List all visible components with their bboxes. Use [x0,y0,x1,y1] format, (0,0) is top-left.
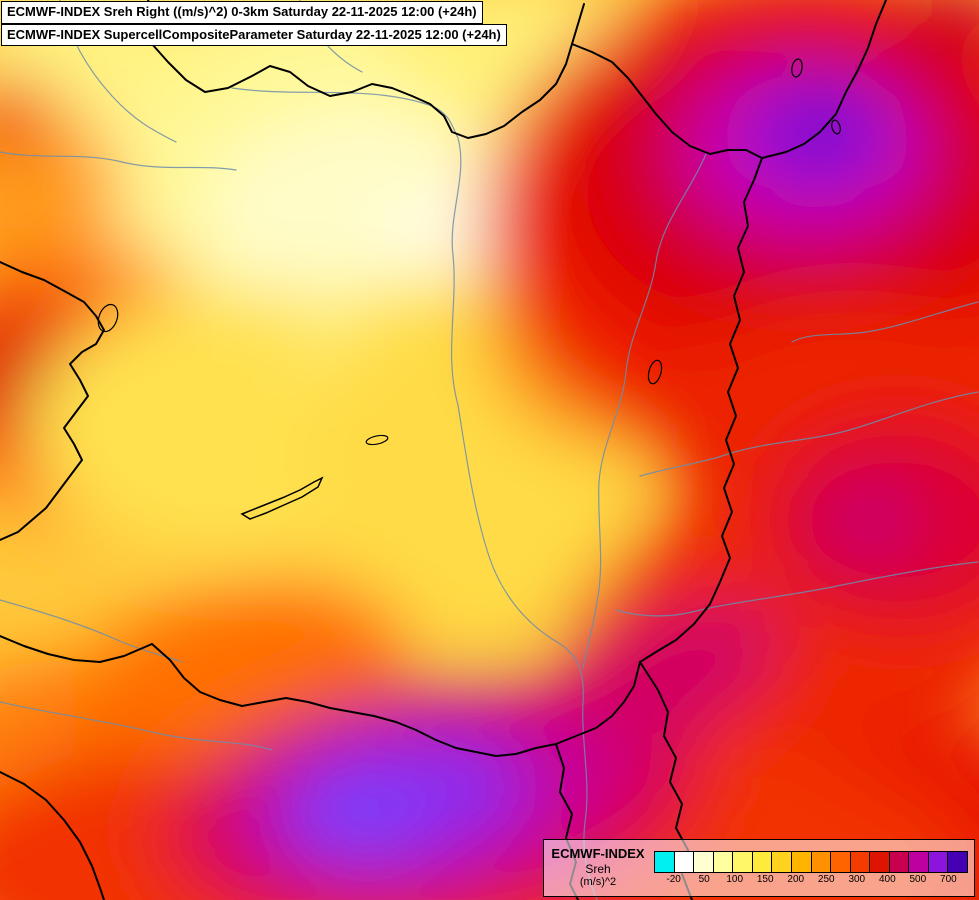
legend-tick: 700 [940,873,957,885]
legend-ticks: -20 50 100 150 200 250 300 400 500 700 [654,873,968,886]
legend-color-cell [771,851,791,872]
river-tributary [791,301,979,343]
legend-color-cell [830,851,850,872]
legend-color-cell [888,851,909,872]
legend-unit-label: (m/s)^2 [579,876,617,889]
legend-color-cell [908,851,928,872]
legend-color-cell [655,851,674,872]
legend-color-cell [947,851,967,872]
lake-ferto [97,303,119,333]
river-west [0,151,237,171]
legend-color-cell [732,851,752,872]
border-north [147,0,585,139]
legend-labels: ECMWF-INDEX Sreh (m/s)^2 [550,846,646,889]
title-boxes: ECMWF-INDEX Sreh Right ((m/s)^2) 0-3km S… [1,1,507,47]
border-southwest [0,635,153,663]
legend-color-cell [712,851,733,872]
legend-parameter-label: Sreh [585,862,611,876]
river-sava [0,701,273,751]
legend-tick: 100 [726,873,744,885]
legend-color-cell [810,851,831,872]
river-maros [615,561,979,617]
legend-tick: 300 [848,873,866,885]
border-bottomleft [0,771,105,900]
river-drava [0,599,183,663]
legend: ECMWF-INDEX Sreh (m/s)^2 -20 50 100 150 200 2… [543,839,975,897]
legend-color-cell [849,851,870,872]
legend-tick: 500 [909,873,927,885]
border-east [639,157,763,663]
map-title-primary: ECMWF-INDEX Sreh Right ((m/s)^2) 0-3km S… [1,1,483,24]
small-lake-northeast-1 [791,58,803,78]
lake-balaton [240,476,324,520]
border-west [0,261,105,541]
legend-color-cell [927,851,948,872]
small-lake-northeast-2 [831,119,841,135]
legend-tick: 200 [787,873,805,885]
map-title-secondary-text: ECMWF-INDEX SupercellCompositeParameter … [7,26,501,42]
legend-tick: 150 [756,873,774,885]
legend-tick: 250 [817,873,835,885]
legend-color-cell [751,851,772,872]
river-koros [639,391,979,477]
legend-bar-wrap: -20 50 100 150 200 250 300 400 500 700 [654,850,968,886]
border-south [151,643,641,757]
legend-color-cell [790,851,811,872]
legend-color-cell [693,851,713,872]
legend-color-cell [673,851,694,872]
lake-velence [365,434,389,446]
river-tisza [582,153,707,669]
legend-tick: 50 [698,873,710,885]
legend-tick: 400 [878,873,896,885]
border-northeast [571,43,763,159]
country-borders [0,0,887,900]
lake-tisza [647,359,663,385]
legend-model-label: ECMWF-INDEX [551,846,645,862]
legend-tick: -20 [666,873,681,885]
lakes [97,58,841,520]
legend-colorbar [654,850,968,873]
map-title-primary-text: ECMWF-INDEX Sreh Right ((m/s)^2) 0-3km S… [7,4,477,19]
river-danube [231,87,598,900]
border-ua-ro [761,0,887,159]
legend-color-cell [869,851,889,872]
map-title-secondary: ECMWF-INDEX SupercellCompositeParameter … [1,23,507,47]
